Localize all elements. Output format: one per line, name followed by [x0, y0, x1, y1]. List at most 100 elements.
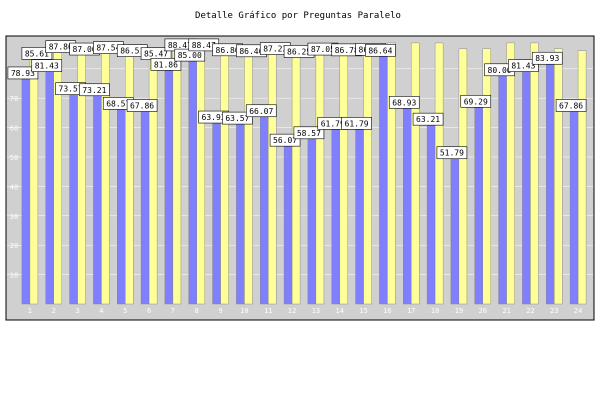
x-tick-label: 23: [550, 307, 558, 315]
data-label-text: 88.47: [168, 41, 192, 50]
x-tick-label: 12: [288, 307, 296, 315]
bar-series-1-6: [140, 104, 150, 305]
bar-series-1-23: [546, 57, 555, 305]
data-label: 67.86: [555, 99, 587, 112]
bar-series-1-22: [522, 64, 531, 305]
data-label-text: 61.79: [321, 119, 345, 128]
data-label-box: [150, 58, 182, 71]
bar-series-1-17: [403, 101, 412, 305]
data-label-box: [388, 96, 420, 109]
data-label-text: 68.93: [392, 98, 416, 107]
data-label: 61.79: [317, 117, 349, 130]
data-label: 61.79: [341, 117, 372, 130]
bar-series-1-20: [474, 100, 483, 305]
data-label: 86.51: [116, 44, 148, 57]
data-label-text: 69.29: [464, 97, 488, 106]
bar-series-2-21: [506, 42, 515, 305]
bar-series-2-11: [268, 47, 277, 305]
data-label: 51.79: [436, 146, 468, 160]
bar-series-1-2: [45, 64, 54, 305]
data-label-text: 68.57: [106, 99, 130, 108]
data-label: 68.93: [388, 96, 420, 109]
data-label-box: [245, 104, 277, 118]
bar-series-2-14: [339, 48, 348, 305]
data-label-text: 63.57: [225, 114, 249, 123]
data-labels: 78.93 85.61 81.43 87.86 73.57 87.06 73.21 87.54…: [7, 38, 587, 160]
data-label: 83.93: [531, 51, 563, 65]
data-label: 81.86: [150, 58, 182, 71]
data-label-box: [341, 117, 372, 130]
data-label-box: [412, 112, 444, 126]
data-label-text: 63.21: [416, 115, 440, 124]
y-tick-label: 50: [10, 154, 18, 162]
chart-title: Detalle Gráfico por Preguntas Paralelo: [195, 11, 401, 21]
data-label-text: 73.21: [82, 86, 106, 95]
data-label: 63.21: [412, 112, 444, 126]
data-label: 81.43: [508, 59, 539, 72]
data-label-box: [460, 94, 492, 108]
bar-series-2-23: [554, 48, 563, 305]
y-tick-label: 30: [10, 213, 18, 221]
x-tick-label: 21: [502, 307, 510, 315]
data-label-text: 73.57: [59, 85, 83, 94]
bar-series-1-4: [93, 88, 102, 305]
x-tick-label: 1: [28, 307, 32, 315]
x-tick-labels: 1 2 3 4 5 6 7 8 9 10 11 12 13 14 15 16 17 18 19 20 21 22 23 24: [28, 307, 582, 315]
data-label: 66.07: [245, 104, 277, 118]
bar-series-2-20: [482, 48, 491, 305]
data-label: 56.07: [269, 133, 301, 147]
data-label-box: [7, 66, 39, 80]
data-label-text: 85.00: [178, 51, 202, 60]
data-label-text: 87.54: [96, 44, 120, 53]
data-label-text: 81.86: [154, 60, 178, 69]
x-tick-label: 16: [383, 307, 391, 315]
bar-series-1-1: [21, 71, 31, 305]
bar-series-1-16: [379, 49, 388, 305]
data-label-box: [508, 59, 539, 72]
bar-series-1-18: [426, 117, 436, 305]
data-label-box: [31, 59, 63, 72]
bar-series-1-8: [188, 53, 197, 305]
data-label-text: 83.93: [535, 54, 559, 63]
bar-series-1-13: [307, 131, 317, 305]
data-label-box: [269, 133, 301, 147]
data-label-box: [531, 51, 563, 65]
x-tick-label: 19: [455, 307, 463, 315]
x-tick-label: 24: [574, 307, 582, 315]
bar-series-2-5: [125, 49, 134, 305]
bar-series-1-7: [164, 63, 174, 305]
x-tick-label: 2: [52, 307, 56, 315]
data-label-box: [293, 126, 325, 140]
bar-series-1-11: [260, 109, 269, 305]
data-label-text: 86.78: [335, 46, 359, 55]
x-tick-label: 14: [336, 307, 344, 315]
data-label: 78.93: [7, 66, 39, 80]
bar-series-2-8: [196, 43, 205, 305]
bars: [21, 42, 587, 305]
data-label: 73.21: [79, 83, 110, 97]
bar-series-2-15: [363, 48, 372, 305]
y-tick-label: 10: [10, 272, 18, 280]
bar-series-2-24: [577, 50, 587, 305]
bar-series-1-24: [569, 104, 579, 305]
x-tick-label: 3: [75, 307, 79, 315]
data-label: 67.86: [126, 99, 158, 112]
bar-series-2-10: [244, 49, 253, 305]
data-label-box: [79, 83, 110, 97]
data-label-text: 51.79: [440, 149, 464, 158]
bar-series-1-21: [498, 68, 507, 305]
data-label-text: 88.47: [192, 41, 216, 50]
bar-series-1-3: [69, 87, 78, 305]
data-label-text: 78.93: [11, 69, 35, 78]
x-tick-label: 20: [479, 307, 487, 315]
data-label-text: 87.05: [311, 45, 335, 54]
data-label: 86.80: [212, 43, 243, 57]
data-label-text: 67.86: [559, 101, 583, 110]
bar-series-2-18: [434, 42, 444, 305]
bar-series-2-19: [458, 48, 468, 305]
x-tick-label: 10: [240, 307, 248, 315]
x-tick-label: 18: [431, 307, 439, 315]
x-tick-label: 5: [123, 307, 127, 315]
